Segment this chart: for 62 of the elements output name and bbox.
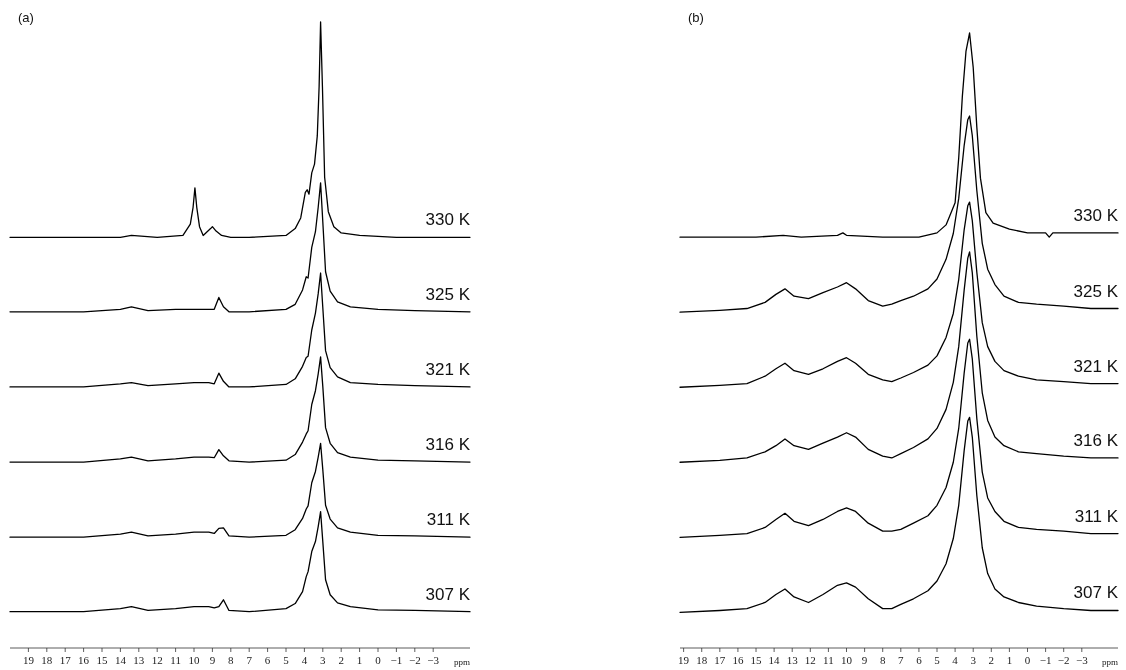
series-label: 330 K — [1073, 205, 1119, 225]
x-tick-label: 19 — [22, 654, 35, 666]
x-tick-label: 17 — [59, 654, 72, 666]
x-tick-label: 9 — [861, 654, 868, 666]
x-tick-label: 13 — [786, 654, 799, 666]
x-tick-label: −3 — [1075, 654, 1089, 666]
x-tick-label: 7 — [246, 654, 253, 666]
x-tick-label: 12 — [804, 654, 816, 666]
x-tick-label: 5 — [283, 654, 290, 666]
x-tick-label: 4 — [301, 654, 308, 666]
x-tick-label: −2 — [408, 654, 421, 666]
series-label: 325 K — [1073, 281, 1119, 301]
series-label: 316 K — [425, 435, 471, 455]
x-axis-title: ppm — [453, 657, 470, 667]
x-tick-label: 6 — [916, 654, 923, 666]
series-label: 321 K — [425, 359, 471, 379]
series-label: 307 K — [425, 584, 471, 604]
series-label: 311 K — [426, 510, 471, 530]
x-tick-label: 3 — [970, 654, 977, 666]
x-tick-label: 13 — [133, 654, 145, 666]
x-tick-label: 2 — [988, 654, 995, 666]
x-tick-label: 18 — [41, 654, 53, 666]
x-tick-label: −1 — [390, 654, 403, 666]
x-tick-label: 8 — [228, 654, 235, 666]
chart-title: (a) — [18, 10, 34, 25]
series-label: 316 K — [1073, 430, 1119, 450]
x-tick-label: −3 — [427, 654, 440, 666]
series-label: 325 K — [425, 284, 471, 304]
series-label: 311 K — [1074, 506, 1119, 526]
x-tick-label: 15 — [750, 654, 763, 666]
x-tick-label: 6 — [264, 654, 271, 666]
x-tick-label: 11 — [823, 654, 834, 666]
x-tick-label: 8 — [879, 654, 886, 666]
x-tick-label: 16 — [78, 654, 90, 666]
x-tick-label: 12 — [151, 654, 163, 666]
x-tick-label: 18 — [696, 654, 708, 666]
x-tick-label: −2 — [1057, 654, 1070, 666]
x-axis-title: ppm — [1101, 657, 1118, 667]
x-tick-label: 14 — [114, 654, 127, 666]
x-tick-label: 0 — [375, 654, 382, 666]
x-tick-label: 0 — [1024, 654, 1031, 666]
chart-title: (b) — [688, 10, 704, 25]
x-tick-label: 15 — [96, 654, 108, 666]
x-tick-label: 5 — [934, 654, 941, 666]
x-tick-label: 9 — [209, 654, 216, 666]
x-tick-label: 4 — [952, 654, 959, 666]
x-tick-label: 19 — [678, 654, 690, 666]
x-tick-label: 7 — [898, 654, 905, 666]
series-label: 307 K — [1073, 583, 1119, 603]
x-tick-label: 1 — [356, 654, 363, 666]
x-tick-label: 17 — [714, 654, 726, 666]
x-tick-label: 1 — [1006, 654, 1013, 666]
x-tick-label: 11 — [170, 654, 181, 666]
x-tick-label: 14 — [768, 654, 781, 666]
series-label: 330 K — [425, 210, 471, 230]
series-label: 321 K — [1073, 356, 1119, 376]
x-tick-label: 16 — [732, 654, 744, 666]
x-tick-label: 10 — [841, 654, 853, 666]
x-tick-label: −1 — [1039, 654, 1052, 666]
x-tick-label: 3 — [320, 654, 327, 666]
x-tick-label: 2 — [338, 654, 344, 666]
x-tick-label: 10 — [188, 654, 200, 666]
